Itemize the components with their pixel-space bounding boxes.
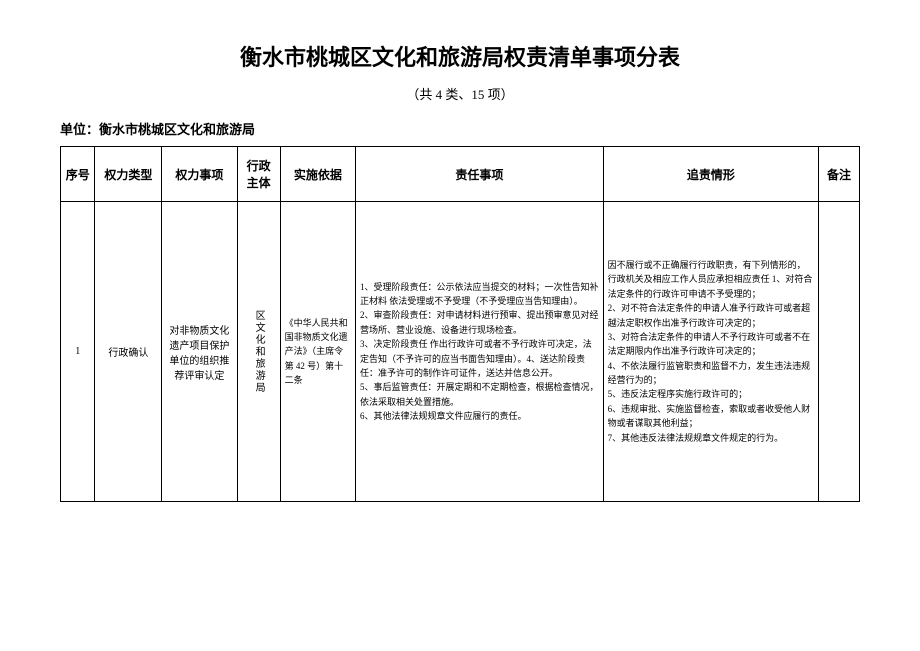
cell-subject-text: 区文化和旅游局 bbox=[251, 310, 266, 394]
header-seq: 序号 bbox=[61, 147, 95, 202]
cell-type: 行政确认 bbox=[95, 202, 162, 502]
cell-seq: 1 bbox=[61, 202, 95, 502]
header-item: 权力事项 bbox=[162, 147, 237, 202]
header-subject: 行政主体 bbox=[237, 147, 280, 202]
cell-basis: 《中华人民共和国非物质文化遗产法》（主席令第 42 号）第十二条 bbox=[280, 202, 355, 502]
cell-remark bbox=[819, 202, 860, 502]
main-table: 序号 权力类型 权力事项 行政主体 实施依据 责任事项 追责情形 备注 1 行政… bbox=[60, 146, 860, 502]
header-accountability: 追责情形 bbox=[603, 147, 818, 202]
table-header-row: 序号 权力类型 权力事项 行政主体 实施依据 责任事项 追责情形 备注 bbox=[61, 147, 860, 202]
cell-item: 对非物质文化遗产项目保护单位的组织推荐评审认定 bbox=[162, 202, 237, 502]
table-row: 1 行政确认 对非物质文化遗产项目保护单位的组织推荐评审认定 区文化和旅游局 《… bbox=[61, 202, 860, 502]
unit-label: 单位：衡水市桃城区文化和旅游局 bbox=[60, 119, 860, 138]
document-subtitle: （共 4 类、15 项） bbox=[60, 84, 860, 103]
header-type: 权力类型 bbox=[95, 147, 162, 202]
document-title: 衡水市桃城区文化和旅游局权责清单事项分表 bbox=[60, 40, 860, 72]
header-basis: 实施依据 bbox=[280, 147, 355, 202]
cell-duty: 1、受理阶段责任：公示依法应当提交的材料；一次性告知补正材料 依法受理或不予受理… bbox=[356, 202, 604, 502]
cell-accountability: 因不履行或不正确履行行政职责，有下列情形的，行政机关及相应工作人员应承担相应责任… bbox=[603, 202, 818, 502]
cell-subject: 区文化和旅游局 bbox=[237, 202, 280, 502]
header-remark: 备注 bbox=[819, 147, 860, 202]
header-duty: 责任事项 bbox=[356, 147, 604, 202]
